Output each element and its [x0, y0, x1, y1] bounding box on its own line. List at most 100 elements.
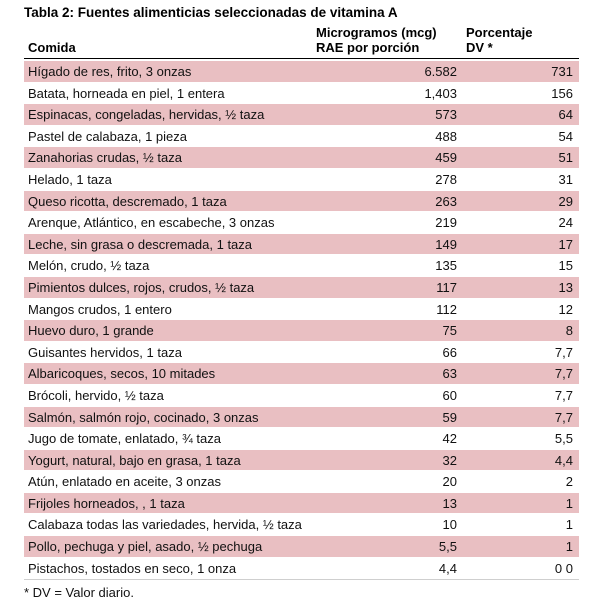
table-row: Batata, horneada en piel, 1 entera 1,403 1…	[24, 83, 579, 105]
dv-cell: 29	[558, 193, 573, 209]
micrograms-cell: 488	[435, 128, 457, 144]
micrograms-cell: 63	[442, 366, 457, 382]
dv-cell: 7,7	[554, 409, 573, 425]
column-header-dv: Porcentaje DV *	[466, 25, 532, 55]
food-cell: Calabaza todas las variedades, hervida, …	[28, 517, 302, 533]
dv-cell: 17	[558, 236, 573, 252]
table-row: Queso ricotta, descremado, 1 taza 263 29	[24, 190, 579, 213]
micrograms-cell: 10	[442, 517, 457, 533]
header-divider	[24, 58, 579, 59]
food-cell: Pimientos dulces, rojos, crudos, ½ taza	[28, 279, 255, 295]
micrograms-cell: 42	[442, 431, 457, 447]
table-row: Mangos crudos, 1 entero 112 12	[24, 299, 579, 321]
food-cell: Espinacas, congeladas, hervidas, ½ taza	[28, 107, 265, 123]
micrograms-cell: 5,5	[438, 539, 457, 555]
table-row: Huevo duro, 1 grande 75 8	[24, 320, 579, 342]
food-cell: Jugo de tomate, enlatado, ¾ taza	[28, 431, 221, 447]
micrograms-cell: 60	[442, 387, 457, 403]
table-row: Melón, crudo, ½ taza 135 15	[24, 255, 579, 277]
dv-cell: 5,5	[554, 431, 573, 447]
dv-cell: 51	[558, 150, 573, 166]
food-cell: Hígado de res, frito, 3 onzas	[28, 64, 192, 79]
food-cell: Pastel de calabaza, 1 pieza	[28, 128, 187, 144]
micrograms-cell: 4,4	[438, 560, 457, 576]
table-row: Pastel de calabaza, 1 pieza 488 54	[24, 126, 579, 148]
micrograms-cell: 59	[442, 409, 457, 425]
dv-cell: 12	[558, 301, 573, 317]
table-row: Calabaza todas las variedades, hervida, …	[24, 514, 579, 537]
column-header-dv-line2: DV *	[466, 40, 493, 55]
micrograms-cell: 13	[442, 495, 457, 511]
micrograms-cell: 149	[435, 236, 457, 252]
micrograms-cell: 112	[436, 301, 457, 317]
column-header-dv-line1: Porcentaje	[466, 25, 533, 40]
dv-cell: 31	[558, 171, 573, 187]
food-cell: Frijoles horneados, , 1 taza	[28, 495, 185, 511]
food-cell: Leche, sin grasa o descremada, 1 taza	[28, 236, 253, 252]
dv-cell: 13	[558, 279, 573, 295]
dv-cell: 1	[565, 517, 573, 533]
table-row: Atún, enlatado en aceite, 3 onzas 20 2	[24, 471, 579, 493]
micrograms-cell: 75	[442, 323, 457, 339]
micrograms-cell: 66	[442, 344, 457, 360]
micrograms-cell: 219	[435, 215, 457, 231]
dv-cell: 7,7	[554, 344, 573, 360]
table-row: Pollo, pechuga y piel, asado, ½ pechuga 5…	[24, 536, 579, 558]
food-cell: Queso ricotta, descremado, 1 taza	[28, 193, 227, 209]
table-row: Hígado de res, frito, 3 onzas 6.582 731	[24, 61, 579, 83]
food-cell: Arenque, Atlántico, en escabeche, 3 onza…	[28, 215, 275, 231]
column-header-micrograms: Microgramos (mcg) RAE por porción	[316, 25, 437, 55]
table-row: Frijoles horneados, , 1 taza 13 1	[24, 492, 579, 515]
food-cell: Pistachos, tostados en seco, 1 onza	[28, 560, 237, 576]
table-row: Zanahorias crudas, ½ taza 459 51	[24, 147, 579, 169]
table-bottom-divider	[24, 579, 579, 580]
micrograms-cell: 459	[435, 150, 457, 166]
food-cell: Guisantes hervidos, 1 taza	[28, 344, 182, 360]
micrograms-cell: 6.582	[424, 64, 457, 79]
dv-cell: 0 0	[554, 560, 573, 576]
dv-cell: 7,7	[554, 366, 573, 382]
dv-cell: 2	[565, 474, 573, 490]
micrograms-cell: 117	[436, 279, 457, 295]
table-body: Hígado de res, frito, 3 onzas 6.582 731 Bat…	[24, 61, 579, 580]
dv-cell: 8	[565, 323, 573, 339]
dv-cell: 54	[558, 128, 573, 144]
table-row: Guisantes hervidos, 1 taza 66 7,7	[24, 342, 579, 364]
micrograms-cell: 20	[442, 474, 457, 490]
footnote: * DV = Valor diario.	[24, 585, 134, 600]
table-row: Pimientos dulces, rojos, crudos, ½ taza 1…	[24, 276, 579, 299]
table-row: Leche, sin grasa o descremada, 1 taza 149…	[24, 233, 579, 256]
table-row: Brócoli, hervido, ½ taza 60 7,7	[24, 385, 579, 407]
table-row: Espinacas, congeladas, hervidas, ½ taza 5…	[24, 104, 579, 126]
food-cell: Albaricoques, secos, 10 mitades	[28, 366, 216, 382]
micrograms-cell: 278	[435, 171, 457, 187]
dv-cell: 156	[551, 85, 573, 101]
dv-cell: 4,4	[554, 452, 573, 468]
food-cell: Huevo duro, 1 grande	[28, 323, 154, 339]
dv-cell: 7,7	[554, 387, 573, 403]
column-header-micrograms-line2: RAE por porción	[316, 40, 420, 55]
food-cell: Batata, horneada en piel, 1 entera	[28, 85, 225, 101]
food-cell: Melón, crudo, ½ taza	[28, 258, 150, 274]
micrograms-cell: 32	[442, 452, 457, 468]
food-cell: Salmón, salmón rojo, cocinado, 3 onzas	[28, 409, 259, 425]
dv-cell: 64	[558, 107, 573, 123]
table-row: Jugo de tomate, enlatado, ¾ taza 42 5,5	[24, 428, 579, 450]
micrograms-cell: 573	[435, 107, 457, 123]
food-cell: Zanahorias crudas, ½ taza	[28, 150, 182, 166]
table-row: Helado, 1 taza 278 31	[24, 169, 579, 191]
dv-cell: 1	[565, 539, 573, 555]
table-row: Salmón, salmón rojo, cocinado, 3 onzas 59…	[24, 406, 579, 429]
table-row: Yogurt, natural, bajo en grasa, 1 taza 32…	[24, 449, 579, 472]
table-title: Tabla 2: Fuentes alimenticias selecciona…	[24, 5, 398, 20]
food-cell: Helado, 1 taza	[28, 171, 112, 187]
food-cell: Yogurt, natural, bajo en grasa, 1 taza	[28, 452, 241, 468]
food-cell: Pollo, pechuga y piel, asado, ½ pechuga	[28, 539, 263, 555]
food-cell: Mangos crudos, 1 entero	[28, 301, 172, 317]
column-header-food: Comida	[28, 40, 76, 55]
column-header-micrograms-line1: Microgramos (mcg)	[316, 25, 437, 40]
micrograms-cell: 135	[435, 258, 457, 274]
dv-cell: 15	[558, 258, 573, 274]
micrograms-cell: 1,403	[424, 85, 457, 101]
table-row: Arenque, Atlántico, en escabeche, 3 onza…	[24, 212, 579, 234]
